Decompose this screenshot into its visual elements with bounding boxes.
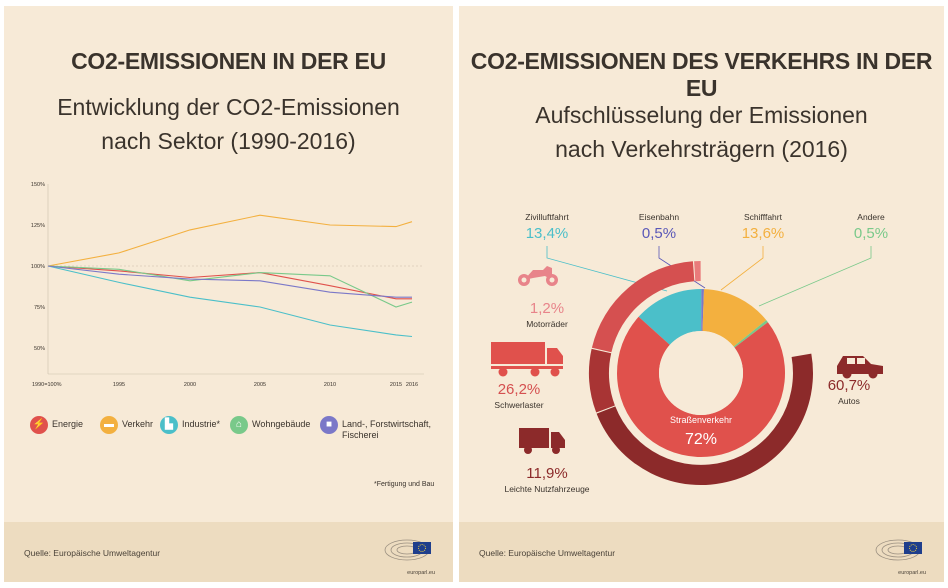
car-icon (837, 356, 883, 379)
motorcycle-icon (518, 266, 558, 286)
left-subtitle-line1: Entwicklung der CO2-Emissionen (57, 94, 400, 120)
road-ring-slice-1 (588, 348, 615, 413)
road-ring-slice-3 (694, 261, 701, 282)
legend-label: Verkehr (122, 419, 154, 429)
road-slice-value: 11,9% (526, 465, 567, 482)
right-title: CO2-EMISSIONEN DES VERKEHRS IN DER EU (470, 48, 933, 101)
road-slice-label: Leichte Nutzfahrzeuge (504, 484, 589, 494)
house-icon: ⌂ (230, 416, 248, 434)
x-tick-label: 1995 (113, 382, 125, 388)
factory-icon: ▙ (160, 416, 178, 434)
van-icon (519, 428, 565, 454)
road-slice-value: 60,7% (828, 377, 871, 394)
tractor-icon: ■ (320, 416, 338, 434)
slice-label: Zivilluftfahrt (525, 212, 569, 222)
y-tick-label: 150% (31, 182, 45, 188)
x-tick-label: 2005 (254, 382, 266, 388)
source-text: Quelle: Europäische Umweltagentur (24, 548, 161, 558)
x-tick-label: 2000 (184, 382, 196, 388)
road-slice-label: Autos (838, 396, 860, 406)
slice-label: Eisenbahn (639, 212, 679, 222)
y-tick-label: 100% (31, 264, 45, 270)
right-footer: Quelle: Europäische Umweltagentur europa… (459, 522, 944, 582)
leader-line (758, 246, 872, 307)
slice-value: 0,5% (642, 225, 676, 242)
source-text: Quelle: Europäische Umweltagentur (479, 548, 616, 558)
donut-chart: Straßenverkehr 72% Zivilluftfahrt 13,4% Ei… (491, 212, 888, 494)
legend-label: Industrie* (182, 419, 221, 429)
legend-label: Wohngebäude (252, 419, 311, 429)
right-panel: CO2-EMISSIONEN DES VERKEHRS IN DER EU Au… (459, 6, 944, 582)
line-chart: 1990=100% 1995 2000 2005 2010 2015 2016 150% 12… (31, 182, 424, 388)
road-slice-label: Motorräder (526, 319, 568, 329)
series-line-4 (47, 265, 412, 298)
right-subtitle-line1: Aufschlüsselung der Emissionen (535, 102, 868, 128)
left-subtitle-line2: nach Sektor (1990-2016) (101, 128, 356, 154)
slice-label: Andere (857, 212, 885, 222)
legend-item: ■ Land-, Forstwirtschaft, Fischerei (320, 416, 431, 441)
y-tick-label: 75% (34, 305, 45, 311)
left-title: CO2-EMISSIONEN IN DER EU (71, 48, 386, 74)
x-tick-label: 2016 (406, 382, 418, 388)
car-icon: ▬ (100, 416, 118, 434)
x-tick-label: 2015 (390, 382, 402, 388)
chart-legend: ⚡ Energie ▬ Verkehr ▙ Industrie* ⌂ Wohngebäude ■… (30, 416, 450, 456)
x-tick-label: 2010 (324, 382, 336, 388)
road-slice-label: Schwerlaster (494, 400, 543, 410)
x-tick-label: 1990=100% (32, 382, 62, 388)
slice-value: 13,6% (742, 225, 785, 242)
series-line-2 (47, 265, 413, 338)
road-ring-slice-0 (596, 353, 814, 486)
road-ring-slice-2 (591, 261, 695, 353)
inner-slice-1 (638, 288, 702, 345)
road-slice-value: 26,2% (498, 381, 541, 398)
ep-logo-icon (875, 539, 922, 561)
slice-value: 13,4% (526, 225, 569, 242)
series-line-1 (47, 214, 413, 267)
legend-item: ▙ Industrie* (160, 416, 220, 434)
logo-text: europarl.eu (898, 570, 926, 576)
slice-label: Schifffahrt (744, 212, 783, 222)
ep-logo-icon (384, 539, 431, 561)
right-subtitle-line2: nach Verkehrsträgern (2016) (555, 136, 848, 162)
y-tick-label: 50% (34, 346, 45, 352)
legend-item: ▬ Verkehr (100, 416, 153, 434)
left-footer: Quelle: Europäische Umweltagentur europa… (4, 522, 453, 582)
legend-item: ⚡ Energie (30, 416, 83, 434)
series-line-3 (47, 265, 413, 308)
legend-label: Land-, Forstwirtschaft, Fischerei (342, 419, 432, 440)
inner-slice-2 (701, 289, 704, 331)
y-tick-label: 125% (31, 223, 45, 229)
inner-slice-4 (733, 320, 768, 348)
lightning-icon: ⚡ (30, 416, 48, 434)
left-panel: CO2-EMISSIONEN IN DER EU Entwicklung der… (4, 6, 453, 582)
footnote: *Fertigung und Bau (374, 481, 435, 488)
legend-item: ⌂ Wohngebäude (230, 416, 310, 434)
inner-slice-3 (702, 289, 767, 347)
slice-value: 0,5% (854, 225, 888, 242)
legend-label: Energie (52, 419, 84, 429)
leader-line (720, 246, 764, 291)
road-value: 72% (685, 431, 717, 448)
leader-line (546, 246, 668, 292)
inner-slice-0 (617, 316, 786, 458)
road-label: Straßenverkehr (670, 415, 732, 425)
donut-hole (659, 331, 743, 415)
logo-text: europarl.eu (407, 570, 435, 576)
truck-icon (491, 342, 563, 377)
road-slice-value: 1,2% (530, 300, 564, 317)
